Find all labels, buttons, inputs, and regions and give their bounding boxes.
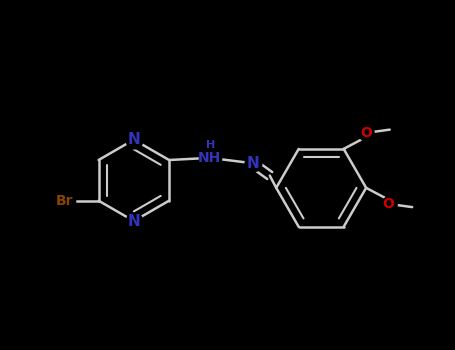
Text: N: N — [127, 214, 140, 229]
Text: Br: Br — [56, 194, 73, 208]
Text: N: N — [246, 156, 259, 171]
Text: H: H — [206, 140, 215, 150]
Text: NH: NH — [198, 151, 222, 165]
Text: O: O — [383, 197, 394, 211]
Text: N: N — [127, 132, 140, 147]
Text: O: O — [360, 126, 372, 140]
